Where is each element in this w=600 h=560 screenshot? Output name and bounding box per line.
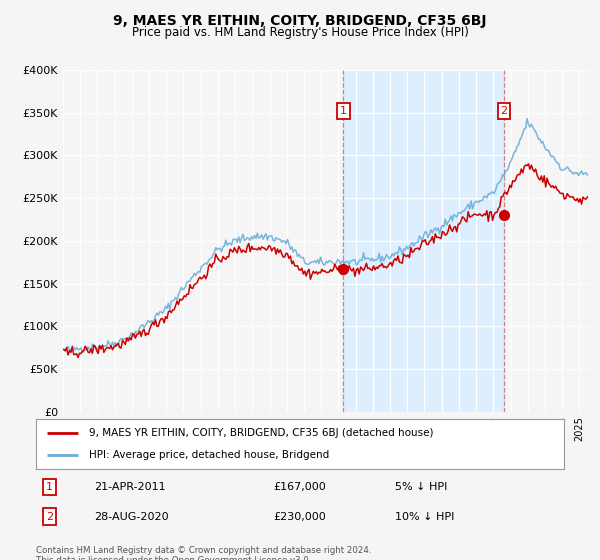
Text: 9, MAES YR EITHIN, COITY, BRIDGEND, CF35 6BJ: 9, MAES YR EITHIN, COITY, BRIDGEND, CF35… (113, 14, 487, 28)
Text: 10% ↓ HPI: 10% ↓ HPI (395, 512, 454, 521)
Text: £230,000: £230,000 (274, 512, 326, 521)
Bar (343, 70, 504, 412)
Text: 1: 1 (46, 482, 53, 492)
Text: Price paid vs. HM Land Registry's House Price Index (HPI): Price paid vs. HM Land Registry's House … (131, 26, 469, 39)
Text: 2: 2 (46, 512, 53, 521)
Text: 28-AUG-2020: 28-AUG-2020 (94, 512, 169, 521)
Text: 9, MAES YR EITHIN, COITY, BRIDGEND, CF35 6BJ (detached house): 9, MAES YR EITHIN, COITY, BRIDGEND, CF35… (89, 428, 433, 438)
Text: 21-APR-2011: 21-APR-2011 (94, 482, 166, 492)
Text: 2: 2 (500, 106, 508, 116)
Text: Contains HM Land Registry data © Crown copyright and database right 2024.
This d: Contains HM Land Registry data © Crown c… (36, 546, 371, 560)
Text: £167,000: £167,000 (274, 482, 326, 492)
Text: 1: 1 (340, 106, 347, 116)
Text: 5% ↓ HPI: 5% ↓ HPI (395, 482, 448, 492)
Text: HPI: Average price, detached house, Bridgend: HPI: Average price, detached house, Brid… (89, 450, 329, 460)
